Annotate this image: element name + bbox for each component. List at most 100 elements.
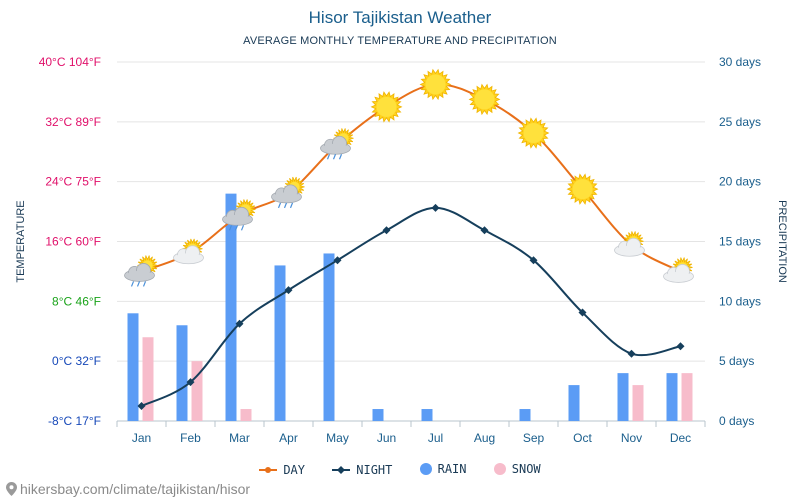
x-tick-label: May: [326, 431, 349, 445]
y-left-tick-label: -8°C 17°F: [48, 414, 101, 428]
raindrop-icon: [326, 154, 331, 160]
night-line: [141, 206, 681, 407]
partly-cloudy-icon: [173, 238, 204, 265]
night-point: [480, 226, 489, 235]
snow-bar: [191, 361, 203, 421]
raindrop-icon: [130, 281, 135, 287]
raindrop-icon: [332, 154, 337, 160]
sun-disc-icon: [523, 123, 544, 144]
night-point: [529, 256, 538, 265]
snow-bar: [240, 409, 252, 421]
raindrop-icon: [338, 154, 343, 160]
raindrop-icon: [283, 202, 288, 209]
legend-day-line-icon: [259, 467, 278, 473]
rain-bar: [274, 265, 286, 421]
sun-icon: [566, 173, 599, 205]
snow-bar: [142, 337, 154, 421]
y-left-tick-label: 24°C 75°F: [45, 175, 101, 189]
legend-item-rain[interactable]: RAIN: [419, 462, 467, 476]
night-point: [235, 319, 244, 328]
legend-day-label: DAY: [283, 463, 306, 477]
night-point: [578, 308, 587, 317]
rain-bar: [421, 409, 433, 421]
cloud-fill-icon: [126, 270, 153, 280]
partly-cloudy-icon: [663, 257, 694, 283]
raindrop-icon: [234, 225, 239, 231]
rain-cloud-sun-icon: [271, 176, 305, 209]
raindrop-icon: [228, 225, 233, 231]
x-tick-label: Apr: [279, 431, 298, 445]
cloud-fill-icon: [616, 245, 643, 255]
legend-snow-label: SNOW: [511, 462, 541, 476]
legend-snow-circle-icon: [493, 463, 506, 475]
chart-subtitle: AVERAGE MONTHLY TEMPERATURE AND PRECIPIT…: [243, 35, 557, 47]
legend-item-day[interactable]: DAY: [259, 463, 305, 477]
rain-bar: [225, 193, 237, 421]
y-left-tick-label: 32°C 89°F: [45, 115, 101, 129]
raindrop-icon: [240, 225, 245, 231]
source-link[interactable]: hikersbay.com/climate/tajikistan/hisor: [6, 481, 250, 497]
y-left-tick-label: 0°C 32°F: [52, 354, 101, 368]
chart-title: Hisor Tajikistan Weather: [308, 8, 492, 27]
night-point: [431, 203, 440, 212]
x-tick-label: Aug: [474, 431, 495, 445]
y-left-tick-label: 16°C 60°F: [45, 235, 101, 249]
raindrop-icon: [277, 202, 282, 209]
y-right-tick-label: 0 days: [719, 414, 754, 428]
rain-bar: [666, 373, 678, 421]
rain-cloud-sun-icon: [320, 128, 354, 160]
sun-disc-icon: [425, 74, 446, 95]
source-url: hikersbay.com/climate/tajikistan/hisor: [20, 481, 251, 497]
legend-item-night[interactable]: NIGHT: [332, 463, 392, 477]
night-point: [382, 226, 391, 235]
legend-item-snow[interactable]: SNOW: [493, 462, 541, 476]
rain-bar: [127, 313, 139, 421]
x-tick-label: Jan: [132, 431, 151, 445]
sun-icon: [468, 83, 501, 116]
rain-cloud-sun-icon: [222, 199, 256, 231]
legend-night-label: NIGHT: [356, 463, 393, 477]
x-tick-label: Feb: [180, 431, 201, 445]
night-point: [186, 378, 195, 387]
legend-rain-label: RAIN: [437, 462, 467, 476]
rain-bar: [372, 409, 384, 421]
cloud-fill-icon: [322, 143, 349, 153]
cloud-fill-icon: [665, 271, 692, 281]
night-point: [284, 286, 293, 295]
x-tick-label: Dec: [670, 431, 691, 445]
x-tick-label: Sep: [523, 431, 545, 445]
weather-chart: 40°C 104°F 32°C 89°F 24°C 75°F 16°C 60°F 8°C…: [15, 55, 788, 445]
legend-night-line-icon: [332, 466, 351, 474]
sun-icon: [419, 68, 452, 101]
y-left-tick-label: 40°C 104°F: [39, 55, 101, 69]
snow-bar: [681, 373, 693, 421]
night-point: [627, 349, 636, 358]
rain-cloud-sun-icon: [124, 255, 158, 287]
day-line: [141, 83, 681, 273]
x-tick-label: Oct: [573, 431, 592, 445]
night-point: [676, 342, 685, 351]
cloud-fill-icon: [175, 253, 202, 263]
rain-bar: [519, 409, 531, 421]
night-point: [333, 256, 342, 265]
rain-bar: [617, 373, 629, 421]
y-right-tick-label: 5 days: [719, 354, 754, 368]
snow-bar: [632, 385, 644, 421]
y-right-tick-label: 10 days: [719, 294, 761, 308]
legend-rain-circle-icon: [419, 463, 432, 475]
y-right-axis-title: PRECIPITATION: [776, 200, 788, 283]
y-right-tick-label: 25 days: [719, 115, 761, 129]
sun-icon: [370, 91, 403, 123]
x-tick-label: Jul: [428, 431, 443, 445]
y-right-tick-label: 30 days: [719, 55, 761, 69]
raindrop-icon: [136, 281, 141, 287]
location-pin-icon: [6, 482, 17, 496]
sun-icon: [517, 117, 550, 149]
raindrop-icon: [142, 281, 147, 287]
legend: DAY NIGHT RAIN SNOW: [0, 462, 800, 478]
raindrop-icon: [289, 202, 294, 209]
cloud-fill-icon: [273, 192, 300, 202]
rain-bar: [176, 325, 188, 421]
sun-disc-icon: [572, 179, 593, 200]
partly-cloudy-icon: [614, 231, 645, 257]
